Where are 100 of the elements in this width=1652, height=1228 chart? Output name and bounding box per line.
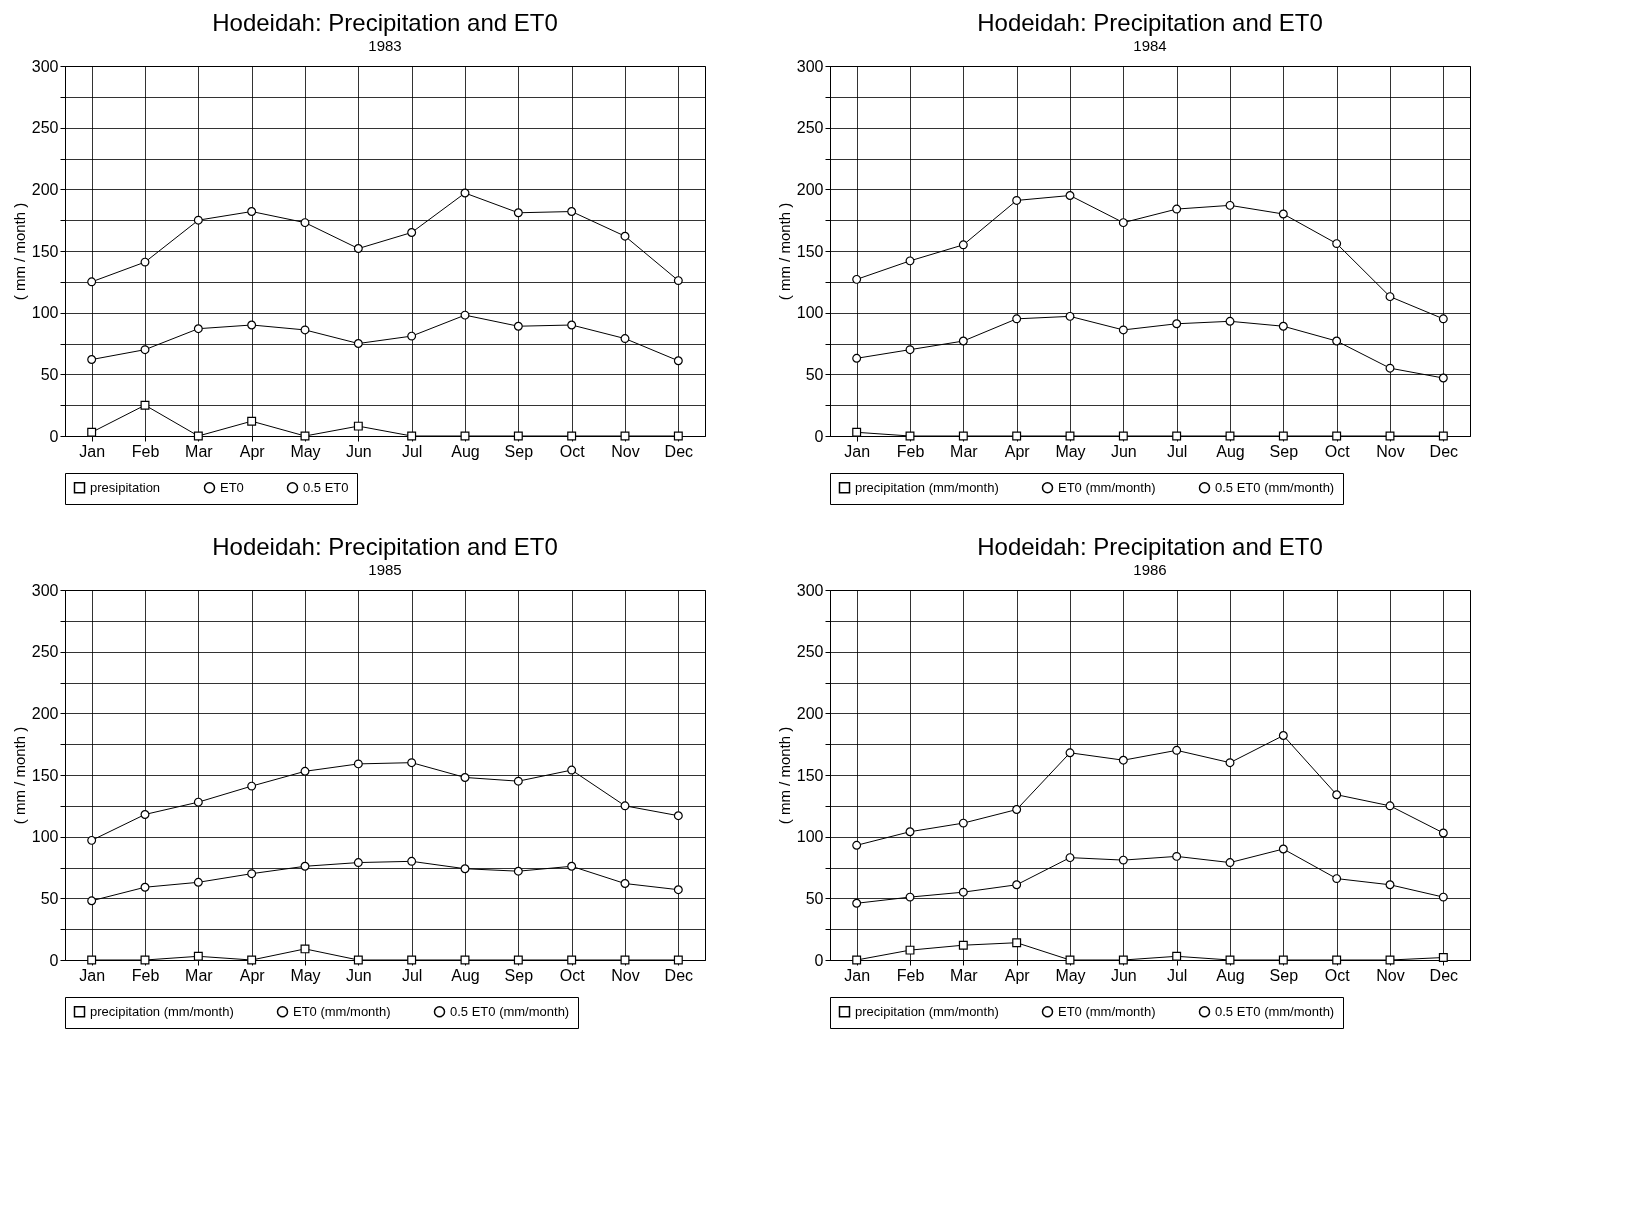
point	[1172, 204, 1182, 214]
point	[673, 276, 683, 286]
point	[300, 861, 310, 871]
x-tick-label: Apr	[239, 966, 266, 984]
point	[1438, 828, 1448, 838]
point	[905, 256, 915, 266]
y-tick-label: 50	[805, 889, 824, 907]
y-tick-label: 0	[814, 427, 824, 445]
x-tick-label: Oct	[1324, 966, 1351, 984]
point	[247, 207, 257, 216]
legend-label: precipitation (mm/month)	[855, 479, 999, 495]
y-tick-label: 300	[796, 581, 824, 599]
y-tick-label: 100	[796, 828, 824, 846]
legend-label: ET0 (mm/month)	[293, 1003, 391, 1019]
chart-subtitle: 1985	[368, 561, 402, 578]
point	[87, 896, 97, 906]
legend-label: presipitation	[90, 479, 161, 495]
y-tick-label: 250	[31, 643, 59, 661]
point	[247, 320, 257, 330]
point	[407, 331, 417, 341]
chart-subtitle: 1986	[1133, 561, 1167, 578]
point	[1225, 758, 1235, 768]
y-tick-label: 150	[796, 766, 824, 784]
x-tick-label: Jan	[844, 442, 871, 460]
point	[1385, 880, 1395, 890]
y-tick-label: 50	[40, 889, 59, 907]
x-tick-label: Jan	[844, 966, 871, 984]
x-tick-label: Mar	[185, 442, 214, 460]
x-tick-label: Dec	[1429, 966, 1459, 984]
point	[1012, 314, 1022, 324]
x-tick-label: Oct	[559, 966, 586, 984]
y-tick-label: 150	[31, 766, 59, 784]
point	[1332, 336, 1342, 346]
y-tick-label: 250	[796, 643, 824, 661]
y-tick-label: 200	[796, 704, 824, 722]
y-tick-label: 100	[796, 304, 824, 322]
point	[193, 215, 203, 225]
point	[620, 334, 630, 344]
point	[620, 231, 630, 241]
point	[673, 356, 683, 366]
point	[247, 416, 257, 426]
point	[1118, 855, 1128, 865]
x-tick-label: Nov	[611, 442, 640, 460]
x-tick-label: Aug	[1216, 442, 1245, 460]
point	[1385, 363, 1395, 373]
point	[567, 765, 577, 775]
point	[353, 244, 363, 253]
point	[353, 759, 363, 769]
legend-label: ET0 (mm/month)	[1058, 1003, 1156, 1019]
point	[1065, 191, 1075, 200]
x-tick-label: Nov	[611, 966, 640, 984]
point	[300, 944, 310, 954]
point	[1385, 801, 1395, 811]
point	[905, 345, 915, 355]
point	[1332, 790, 1342, 800]
point	[1332, 239, 1342, 249]
point	[460, 310, 470, 320]
point	[140, 810, 150, 819]
y-axis-title: ( mm / month )	[775, 202, 793, 301]
point	[140, 400, 150, 410]
legend-label: ET0 (mm/month)	[1058, 479, 1156, 495]
point	[567, 207, 577, 216]
x-tick-label: Sep	[504, 966, 534, 984]
y-axis-title: ( mm / month )	[10, 202, 28, 301]
point	[353, 339, 363, 348]
point	[87, 427, 97, 437]
point	[673, 811, 683, 821]
x-tick-label: Oct	[559, 442, 586, 460]
y-tick-label: 200	[796, 180, 824, 198]
y-tick-label: 250	[796, 119, 824, 137]
y-tick-label: 200	[31, 704, 59, 722]
point	[300, 766, 310, 776]
point	[1225, 200, 1235, 210]
point	[193, 951, 203, 961]
x-tick-label: May	[290, 442, 321, 460]
point	[1012, 805, 1022, 814]
point	[1332, 874, 1342, 884]
y-tick-label: 0	[49, 427, 59, 445]
point	[852, 353, 862, 363]
point	[958, 240, 968, 250]
x-tick-label: Jan	[79, 442, 106, 460]
point	[407, 758, 417, 768]
point	[567, 861, 577, 871]
point	[300, 218, 310, 228]
point	[353, 421, 363, 431]
chart-title: Hodeidah: Precipitation and ET0	[977, 533, 1323, 560]
point	[140, 882, 150, 892]
point	[1278, 321, 1288, 331]
legend-label: precipitation (mm/month)	[855, 1003, 999, 1019]
y-tick-label: 300	[31, 57, 59, 75]
legend-label: 0.5 ET0	[303, 479, 349, 495]
point	[87, 355, 97, 364]
point	[1118, 325, 1128, 335]
y-axis-title: ( mm / month )	[10, 726, 28, 825]
point	[905, 827, 915, 837]
point	[1225, 858, 1235, 868]
point	[1278, 209, 1288, 219]
point	[1012, 195, 1022, 205]
point	[852, 274, 862, 284]
x-tick-label: Mar	[950, 966, 979, 984]
